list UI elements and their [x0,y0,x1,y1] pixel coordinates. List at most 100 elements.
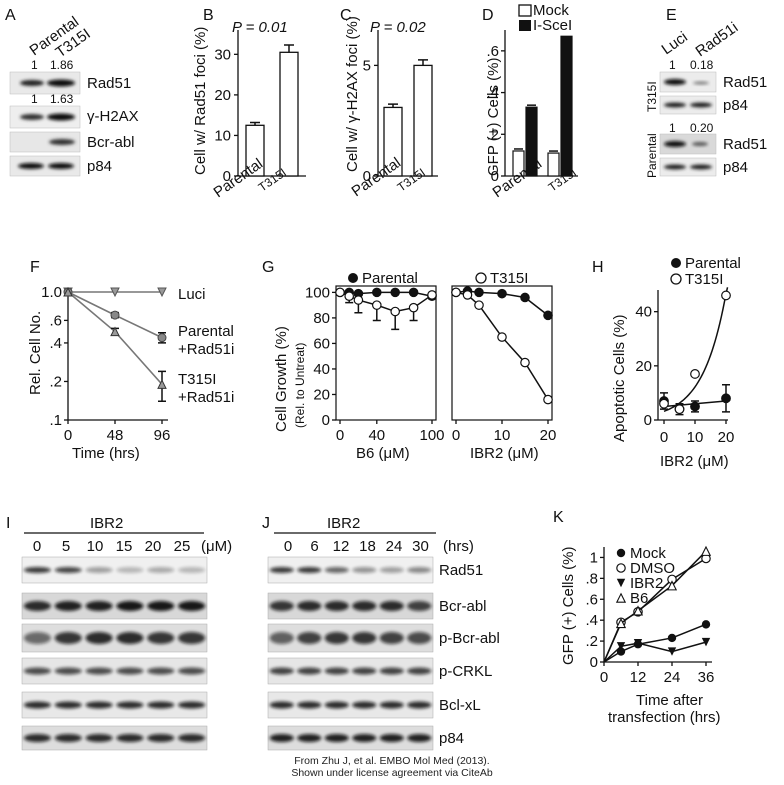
pvalue-b: P = 0.01 [232,19,288,36]
band-blot-i-2-0 [23,632,51,644]
band-blot-j-5-1 [297,734,322,742]
panel-letter-b: B [203,7,214,24]
point-f-0-2 [157,287,167,298]
blot-blot-i-row-3 [21,657,208,685]
blot-i [21,556,208,751]
plot-f: .1 .2 .4 .6 1.0 0 48 96 [41,284,170,444]
band-blot-i-3-2 [85,667,113,675]
band-label-blot-j-0: Rad51 [439,562,483,579]
legend-k-0: Mock [630,545,666,562]
point-g-b6-1-3 [371,300,382,310]
band-blot-i-5-0 [23,734,51,742]
ytick-g-b6-4: 80 [313,310,330,327]
point-g-ibr2-0-5 [543,310,553,321]
time-j-3: 18 [359,538,376,555]
panel-letter-d: D [482,7,494,24]
band-blot-i-2-2 [85,632,113,644]
time-j-0: 0 [284,538,292,555]
point-k-2-1 [616,642,626,651]
band-blot-i-3-5 [178,667,206,675]
plot-d: 0 .2 .4 .6 [486,30,578,185]
xtick-h-2: 20 [718,429,735,446]
legend-h-parental: Parental [685,255,741,272]
errorbar-c-0 [388,103,398,108]
legend-marker-h-t315i [670,273,682,285]
quant-h2ax-1: 1 [31,92,38,106]
band-blot-i-1-3 [116,601,144,611]
band-blot-i-3-1 [54,667,82,675]
ylabel-b: Cell w/ Rad51 foci (%) [192,27,209,175]
band-blot-j-0-5 [407,567,432,573]
band-blot-j-5-3 [352,734,377,742]
quant-h2ax-2: 1.63 [50,92,74,106]
band-blot-j-2-0 [269,632,294,644]
xtick-g-ibr2-0: 0 [452,427,460,444]
dose-row-i: 0 5 10 15 20 25 [33,538,191,555]
band-blot-j-1-0 [269,601,294,611]
quant-rad51-1: 1 [31,58,38,72]
band-blot-i-2-5 [178,632,206,644]
credit-line-1: From Zhu J, et al. EMBO Mol Med (2013). [294,755,490,767]
xtick-k-2: 24 [664,669,681,686]
band-blot-j-4-3 [352,701,377,709]
band-blot-i-5-2 [85,734,113,742]
point-g-ibr2-0-3 [497,288,507,299]
panel-b: B P = 0.01 Cell w/ Rad51 foci (%) 0 10 20 3… [192,7,306,201]
band-label-blot-j-3: p-CRKL [439,663,492,680]
legend-marker-k-3 [615,592,627,603]
time-j-4: 24 [386,538,403,555]
band-blot-i-0-5 [178,567,206,573]
xlabel-k-2: transfection (hrs) [608,709,721,726]
lane-label-luci: Luci [659,29,691,59]
point-g-ibr2-0-4 [520,292,530,303]
point-k-3-2 [632,605,644,616]
xtick-g-b6-0: 0 [336,427,344,444]
point-g-ibr2-0-2 [474,287,484,298]
ytick-g-b6-2: 40 [313,361,330,378]
band-blot-i-2-4 [147,632,175,644]
point-g-b6-1-6 [427,290,437,300]
legend-marker-g-parental [348,273,358,283]
point-f-2-0 [63,286,73,297]
xlabel-g-b6: B6 (μM) [356,445,410,462]
point-g-ibr2-1-4 [520,357,530,368]
panel-c: C P = 0.02 Cell w/ γ-H2AX foci (%) 05 Pa… [340,7,438,200]
panel-a: A Parental T315I 1 1.86 Rad51 1 1.63 γ-H… [5,7,139,177]
point-k-2-2 [633,638,643,648]
dose-i-0: 0 [33,538,41,555]
series-label-t315i-rad51i: +Rad51i [178,389,234,406]
band-label-blot-j-1: Bcr-abl [439,598,487,615]
point-k-3-4 [700,545,712,556]
legend-g-t315i: T315I [490,270,528,287]
lane-label-rad51i: Rad51i [693,19,742,60]
band-blot-j-3-2 [324,667,349,675]
panel-g: G Cell Growth (%) (Rel. to Untreat) Pare… [262,259,556,462]
point-g-b6-1-1 [344,291,354,302]
legend-marker-k-1 [616,563,626,573]
group-label-t315i: T315I [645,81,659,112]
band-blot-j-5-0 [269,734,294,742]
legend-iscei: I-SceI [533,17,572,34]
ylabel-k: GFP (+) Cells (%) [560,547,577,665]
ytick-f-2: .4 [49,335,62,352]
legend-g-parental: Parental [362,270,418,287]
band-blot-i-0-2 [85,567,113,573]
band-blot-i-4-4 [147,701,175,709]
errorbar-b-0 [250,121,260,126]
band-label-e-rad51-t315i: Rad51 [723,74,767,91]
time-j-5: 30 [412,538,429,555]
point-f-0-1 [110,287,120,298]
plot-h: 0 20 40 0 10 20 [635,287,734,446]
xtick-f-0: 0 [64,427,72,444]
xtick-g-b6-1: 40 [368,427,385,444]
band-blot-j-1-3 [352,601,377,611]
blot-blot-j-row-3 [267,657,434,685]
bar-d-mock-1 [547,152,560,177]
series-label-luci: Luci [178,286,206,303]
ytick-k-1: .2 [585,633,598,650]
ylabel-f: Rel. Cell No. [27,311,44,395]
point-g-b6-1-5 [408,302,419,313]
band-blot-i-1-0 [23,601,51,611]
xtick-g-ibr2-2: 20 [540,427,557,444]
ytick-f-0: .1 [49,412,62,429]
